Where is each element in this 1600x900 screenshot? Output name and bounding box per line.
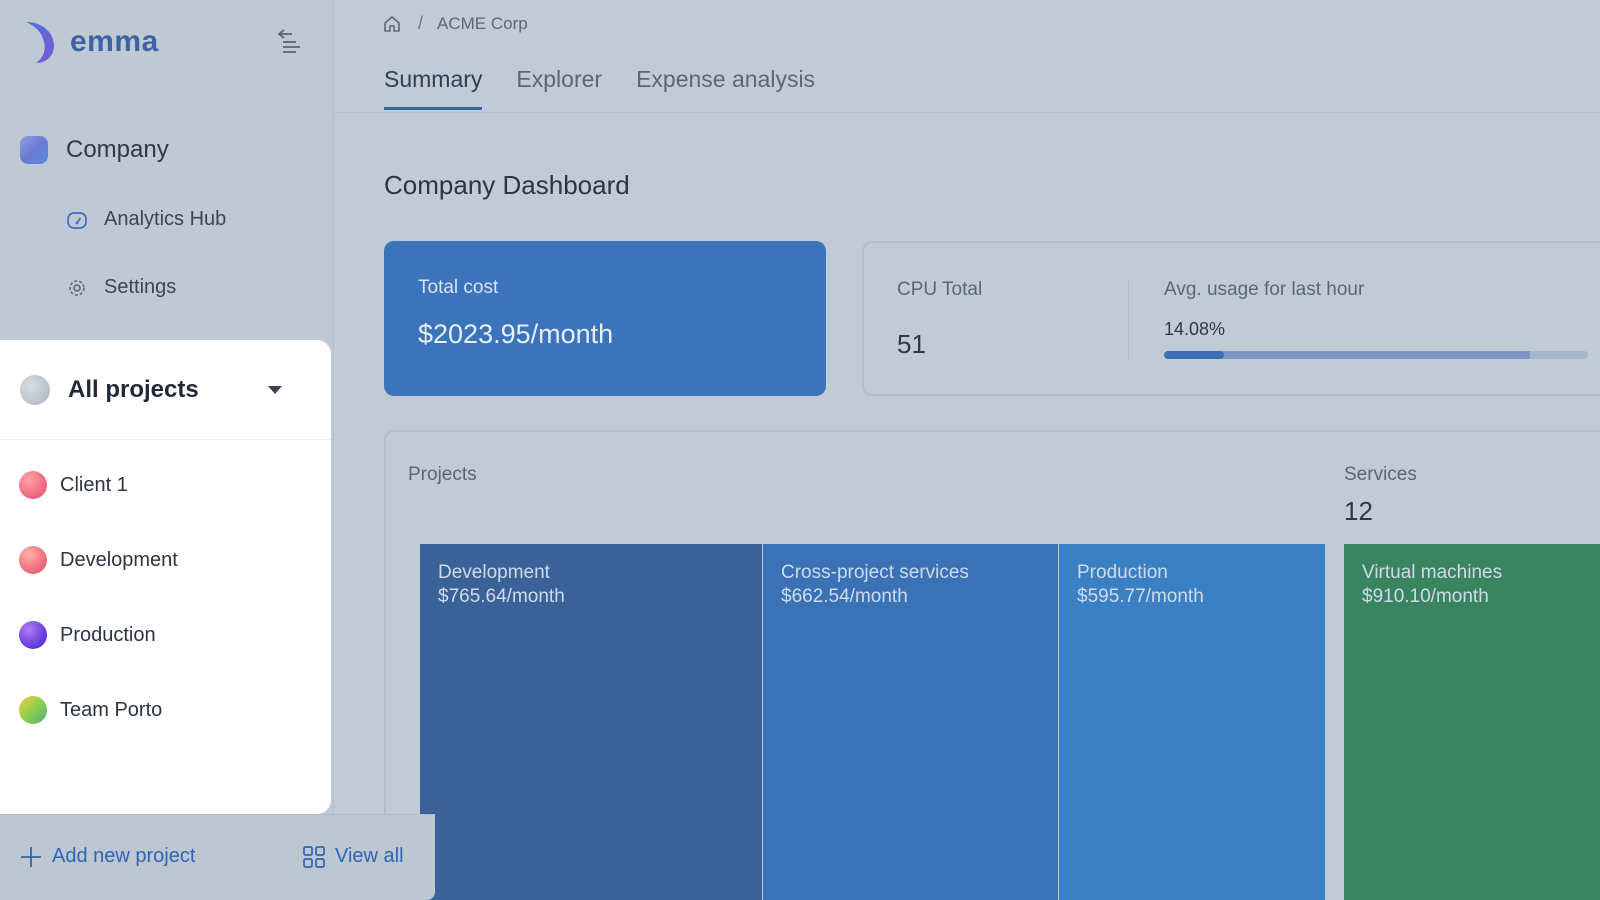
project-option-client-1[interactable]: Client 1 <box>0 457 331 513</box>
project-tile-cross-project-services[interactable]: Cross-project services $662.54/month <box>763 544 1058 900</box>
home-icon[interactable] <box>382 14 402 34</box>
app-name: emma <box>70 25 159 58</box>
avg-usage-value: 14.08% <box>1164 319 1226 339</box>
company-label: Company <box>66 136 169 163</box>
tab-expense-analysis[interactable]: Expense analysis <box>636 66 816 92</box>
tab-explorer[interactable]: Explorer <box>516 66 603 92</box>
projects-card <box>384 430 1600 900</box>
tab-bar: Summary Explorer Expense analysis <box>384 66 849 110</box>
sidebar-item-settings[interactable]: Settings <box>66 276 176 299</box>
breadcrumb-separator: / <box>418 13 424 33</box>
tile-cost: $595.77/month <box>1077 586 1204 607</box>
project-color-dot <box>19 546 47 574</box>
tile-cost: $662.54/month <box>781 586 908 607</box>
plus-icon <box>21 846 41 867</box>
usage-fill <box>1164 351 1224 359</box>
total-cost-label: Total cost <box>418 277 499 298</box>
tile-name: Virtual machines <box>1362 562 1503 583</box>
cpu-total-label: CPU Total <box>897 279 983 300</box>
view-all-button[interactable]: View all <box>303 845 404 868</box>
projects-section-label: Projects <box>408 464 477 485</box>
project-tile-production[interactable]: Production $595.77/month <box>1059 544 1325 900</box>
project-selector[interactable]: All projects <box>0 340 331 440</box>
logo[interactable]: emma <box>22 20 159 64</box>
projects-dropdown: All projects Client 1 Development Produc… <box>0 340 331 814</box>
tab-divider <box>334 112 1600 113</box>
cpu-total-value: 51 <box>897 329 926 359</box>
project-tile-development[interactable]: Development $765.64/month <box>420 544 762 900</box>
project-option-label: Development <box>60 548 178 571</box>
services-count: 12 <box>1344 496 1373 526</box>
total-cost-value: $2023.95/month <box>418 319 614 349</box>
project-selector-value: All projects <box>68 375 199 403</box>
breadcrumb-current[interactable]: ACME Corp <box>437 13 528 33</box>
sidebar-item-company[interactable]: Company <box>20 136 169 164</box>
chevron-down-icon <box>268 386 282 394</box>
emma-logo-icon <box>26 22 54 63</box>
tab-summary[interactable]: Summary <box>384 66 483 110</box>
project-option-development[interactable]: Development <box>0 532 331 588</box>
total-cost-card: Total cost $2023.95/month <box>384 241 826 396</box>
project-color-dot <box>19 621 47 649</box>
project-color-dot <box>19 471 47 499</box>
sidebar-item-label: Analytics Hub <box>104 208 227 230</box>
avg-usage-bar <box>1164 351 1588 359</box>
all-projects-icon <box>20 374 50 405</box>
sidebar-item-label: Settings <box>104 276 177 298</box>
add-new-project-button[interactable]: Add new project <box>20 845 195 868</box>
services-section-label: Services <box>1344 464 1417 485</box>
service-tile-virtual-machines[interactable]: Virtual machines $910.10/month <box>1344 544 1600 900</box>
cpu-card: CPU Total 51 Avg. usage for last hour 14… <box>862 241 1600 396</box>
tile-name: Development <box>438 562 550 583</box>
project-color-dot <box>19 696 47 724</box>
breadcrumb: / ACME Corp <box>382 13 528 34</box>
tile-cost: $910.10/month <box>1362 586 1489 607</box>
page-title: Company Dashboard <box>384 170 630 200</box>
add-new-project-label: Add new project <box>52 845 196 867</box>
tile-name: Production <box>1077 562 1168 583</box>
company-icon <box>20 136 48 164</box>
project-option-label: Production <box>60 623 156 646</box>
project-option-label: Client 1 <box>60 473 128 496</box>
gear-icon <box>69 279 85 296</box>
tile-cost: $765.64/month <box>438 586 565 607</box>
project-option-team-porto[interactable]: Team Porto <box>0 682 331 738</box>
projects-footer: Add new project View all <box>0 814 435 900</box>
grid-icon <box>303 845 325 868</box>
cpu-divider <box>1128 279 1129 361</box>
collapse-sidebar-icon[interactable] <box>276 27 302 57</box>
project-option-label: Team Porto <box>60 698 163 721</box>
tile-name: Cross-project services <box>781 562 969 583</box>
usage-range <box>1164 351 1530 359</box>
view-all-label: View all <box>335 845 404 867</box>
gauge-icon <box>67 211 87 229</box>
sidebar-item-analytics-hub[interactable]: Analytics Hub <box>66 208 226 231</box>
project-option-production[interactable]: Production <box>0 607 331 663</box>
avg-usage-label: Avg. usage for last hour <box>1164 279 1365 300</box>
